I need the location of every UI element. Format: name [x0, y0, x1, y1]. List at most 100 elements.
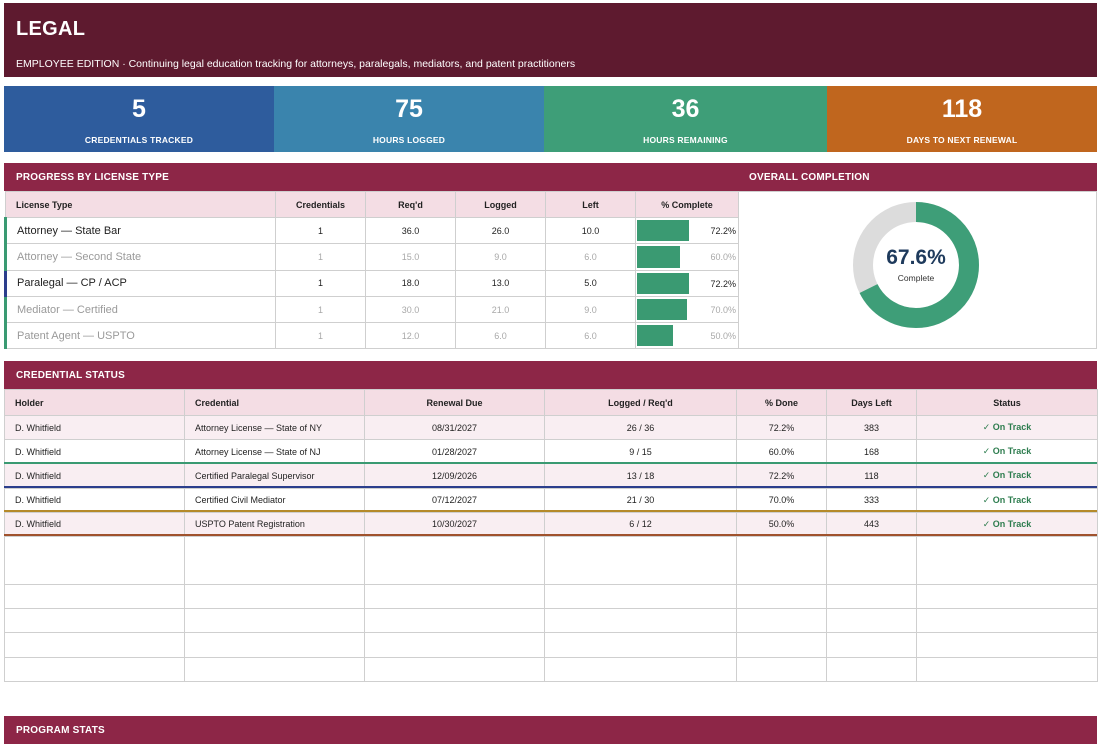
table-row[interactable]: Mediator — Certified 1 30.0 21.0 9.0 70.…	[4, 295, 739, 324]
status-section-header: CREDENTIAL STATUS	[4, 361, 1097, 389]
row-accent-rule	[4, 486, 1097, 488]
credentials-cell[interactable]: 1	[275, 295, 366, 324]
logged-cell[interactable]: 6.0	[455, 322, 546, 350]
days-left-cell[interactable]: 118	[826, 463, 917, 489]
column-header: % Complete	[635, 191, 739, 218]
renewal-due-cell[interactable]: 10/30/2027	[364, 511, 545, 537]
left-cell[interactable]: 6.0	[545, 322, 636, 350]
holder-cell[interactable]: D. Whitfield	[4, 511, 185, 537]
license-type-cell[interactable]: Attorney — Second State	[4, 243, 276, 271]
table-row[interactable]: Attorney — State Bar 1 36.0 26.0 10.0 72…	[4, 216, 739, 245]
column-header: Left	[545, 191, 636, 218]
logged-cell[interactable]: 13.0	[455, 269, 546, 297]
table-row[interactable]: D. Whitfield Certified Paralegal Supervi…	[4, 463, 1098, 489]
logged-required-cell[interactable]: 13 / 18	[544, 463, 737, 489]
license-type-cell[interactable]: Attorney — State Bar	[4, 216, 276, 245]
status-badge[interactable]: ✓ On Track	[916, 414, 1098, 441]
license-type-cell[interactable]: Mediator — Certified	[4, 295, 276, 324]
progress-section-title: PROGRESS BY LICENSE TYPE	[16, 172, 169, 183]
days-left-cell[interactable]: 168	[826, 439, 917, 465]
empty-row[interactable]	[4, 583, 1098, 610]
renewal-due-cell[interactable]: 07/12/2027	[364, 487, 545, 513]
holder-cell[interactable]: D. Whitfield	[4, 487, 185, 513]
progress-bar-fill	[637, 272, 689, 294]
credential-cell[interactable]: Certified Paralegal Supervisor	[184, 463, 365, 489]
logged-cell[interactable]: 26.0	[455, 216, 546, 245]
progress-bar-fill	[637, 325, 673, 347]
required-cell[interactable]: 15.0	[365, 243, 456, 271]
left-cell[interactable]: 10.0	[545, 216, 636, 245]
license-type-cell[interactable]: Paralegal — CP / ACP	[4, 269, 276, 297]
percent-done-cell[interactable]: 60.0%	[736, 439, 827, 465]
empty-row[interactable]	[4, 608, 1098, 634]
required-cell[interactable]: 18.0	[365, 269, 456, 297]
kpi-value: 5	[132, 95, 146, 123]
percent-complete-cell[interactable]: 60.0%	[635, 243, 739, 271]
credentials-cell[interactable]: 1	[275, 322, 366, 350]
donut-value: 67.6%	[886, 246, 946, 269]
empty-row[interactable]	[4, 535, 1098, 585]
renewal-due-cell[interactable]: 12/09/2026	[364, 463, 545, 489]
left-cell[interactable]: 6.0	[545, 243, 636, 271]
renewal-due-cell[interactable]: 01/28/2027	[364, 439, 545, 465]
row-accent-rule	[4, 462, 1097, 464]
percent-complete-cell[interactable]: 72.2%	[635, 216, 739, 245]
column-header: Credentials	[275, 191, 366, 218]
column-header: Days Left	[826, 389, 917, 416]
days-left-cell[interactable]: 383	[826, 414, 917, 441]
table-row[interactable]: Paralegal — CP / ACP 1 18.0 13.0 5.0 72.…	[4, 269, 739, 297]
progress-bar-fill	[637, 298, 688, 321]
left-cell[interactable]: 9.0	[545, 295, 636, 324]
credential-cell[interactable]: Attorney License — State of NY	[184, 414, 365, 441]
status-badge[interactable]: ✓ On Track	[916, 487, 1098, 513]
column-header: % Done	[736, 389, 827, 416]
percent-label: 72.2%	[710, 278, 736, 289]
logged-required-cell[interactable]: 9 / 15	[544, 439, 737, 465]
table-row[interactable]: D. Whitfield Attorney License — State of…	[4, 414, 1098, 441]
table-row[interactable]: D. Whitfield Certified Civil Mediator 07…	[4, 487, 1098, 513]
percent-done-cell[interactable]: 72.2%	[736, 463, 827, 489]
empty-row[interactable]	[4, 632, 1098, 658]
table-row[interactable]: D. Whitfield USPTO Patent Registration 1…	[4, 511, 1098, 537]
credentials-cell[interactable]: 1	[275, 269, 366, 297]
kpi-value: 75	[395, 95, 423, 123]
logged-cell[interactable]: 21.0	[455, 295, 546, 324]
table-row[interactable]: Attorney — Second State 1 15.0 9.0 6.0 6…	[4, 243, 739, 271]
logged-required-cell[interactable]: 26 / 36	[544, 414, 737, 441]
license-type-cell[interactable]: Patent Agent — USPTO	[4, 322, 276, 350]
empty-row[interactable]	[4, 656, 1098, 682]
required-cell[interactable]: 30.0	[365, 295, 456, 324]
days-left-cell[interactable]: 443	[826, 511, 917, 537]
percent-done-cell[interactable]: 50.0%	[736, 511, 827, 537]
required-cell[interactable]: 12.0	[365, 322, 456, 350]
logged-cell[interactable]: 9.0	[455, 243, 546, 271]
table-row[interactable]: D. Whitfield Attorney License — State of…	[4, 439, 1098, 465]
percent-complete-cell[interactable]: 72.2%	[635, 269, 739, 297]
left-cell[interactable]: 5.0	[545, 269, 636, 297]
credentials-cell[interactable]: 1	[275, 243, 366, 271]
status-badge[interactable]: ✓ On Track	[916, 439, 1098, 465]
percent-label: 60.0%	[710, 252, 736, 263]
status-badge[interactable]: ✓ On Track	[916, 463, 1098, 489]
credential-cell[interactable]: Attorney License — State of NJ	[184, 439, 365, 465]
logged-required-cell[interactable]: 21 / 30	[544, 487, 737, 513]
column-header: License Type	[5, 191, 276, 218]
column-header: Credential	[184, 389, 365, 416]
table-row[interactable]: Patent Agent — USPTO 1 12.0 6.0 6.0 50.0…	[4, 322, 739, 350]
holder-cell[interactable]: D. Whitfield	[4, 463, 185, 489]
credentials-cell[interactable]: 1	[275, 216, 366, 245]
required-cell[interactable]: 36.0	[365, 216, 456, 245]
percent-done-cell[interactable]: 72.2%	[736, 414, 827, 441]
credential-cell[interactable]: USPTO Patent Registration	[184, 511, 365, 537]
status-badge[interactable]: ✓ On Track	[916, 511, 1098, 537]
holder-cell[interactable]: D. Whitfield	[4, 414, 185, 441]
logged-required-cell[interactable]: 6 / 12	[544, 511, 737, 537]
percent-complete-cell[interactable]: 50.0%	[635, 322, 739, 350]
renewal-due-cell[interactable]: 08/31/2027	[364, 414, 545, 441]
days-left-cell[interactable]: 333	[826, 487, 917, 513]
progress-bar-fill	[637, 246, 681, 268]
percent-complete-cell[interactable]: 70.0%	[635, 295, 739, 324]
holder-cell[interactable]: D. Whitfield	[4, 439, 185, 465]
credential-cell[interactable]: Certified Civil Mediator	[184, 487, 365, 513]
percent-done-cell[interactable]: 70.0%	[736, 487, 827, 513]
